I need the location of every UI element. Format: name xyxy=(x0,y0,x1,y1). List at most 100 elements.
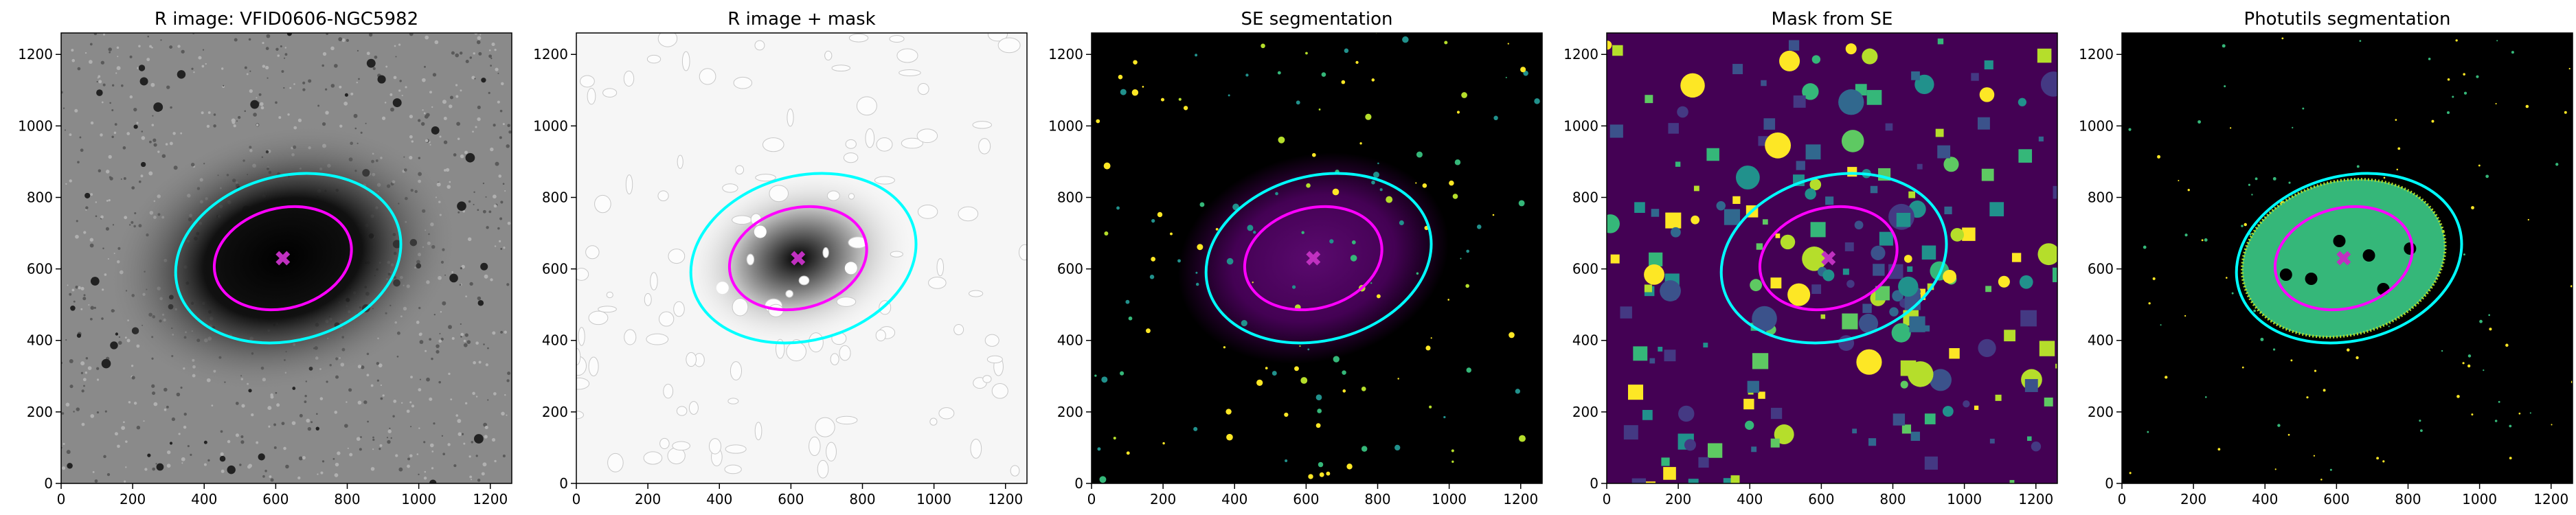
mask-circle xyxy=(1998,275,2010,288)
mask-blob xyxy=(730,361,743,380)
noise xyxy=(405,86,407,89)
noise xyxy=(89,60,93,64)
noise xyxy=(248,464,252,468)
noise xyxy=(502,183,505,185)
noise xyxy=(87,366,92,370)
mask-blob xyxy=(817,459,829,479)
noise xyxy=(335,462,339,467)
noise xyxy=(102,33,106,36)
y-tick-label: 0 xyxy=(2105,475,2114,492)
noise xyxy=(109,176,113,181)
mask-square xyxy=(1873,264,1885,276)
segment xyxy=(1183,106,1188,111)
mask-square xyxy=(1732,196,1741,204)
noise xyxy=(170,106,172,109)
mask-square xyxy=(1985,286,1992,293)
noise xyxy=(456,122,460,126)
mask-square xyxy=(1610,254,1620,264)
mask-blob xyxy=(826,190,840,201)
aperture-ellipse xyxy=(2273,205,2414,312)
axes-frame xyxy=(60,32,512,484)
noise xyxy=(455,84,458,87)
segment xyxy=(1317,409,1322,413)
noise xyxy=(455,95,459,98)
mask-square xyxy=(1651,209,1660,217)
noise xyxy=(92,471,95,473)
y-tick-label: 1000 xyxy=(533,117,568,134)
noise xyxy=(180,386,183,389)
mask-blob xyxy=(746,253,755,266)
speck xyxy=(2509,457,2512,460)
segment xyxy=(1460,258,1462,260)
mask-blob xyxy=(822,247,829,258)
mask-hole xyxy=(2279,268,2292,281)
star xyxy=(457,201,466,211)
mask-square xyxy=(1770,277,1782,289)
mask-blob xyxy=(1010,465,1020,477)
noise xyxy=(459,52,463,55)
mask-square xyxy=(1825,196,1834,205)
noise xyxy=(381,116,386,120)
speck xyxy=(2471,413,2474,416)
noise xyxy=(166,85,170,89)
noise xyxy=(432,73,437,77)
noise xyxy=(287,113,290,116)
mask-blob xyxy=(815,417,835,437)
noise xyxy=(114,432,118,436)
noise xyxy=(316,413,318,415)
speck xyxy=(2292,126,2294,129)
mask-circle xyxy=(1845,43,1857,55)
mask-square xyxy=(1770,407,1783,420)
noise xyxy=(467,237,472,242)
noise xyxy=(436,350,440,354)
noise xyxy=(118,336,121,339)
mask-blob xyxy=(839,345,851,361)
noise xyxy=(473,52,475,55)
noise xyxy=(443,116,447,120)
noise xyxy=(93,33,98,36)
noise xyxy=(488,49,491,52)
noise xyxy=(488,54,493,58)
x-tick-label: 1200 xyxy=(1503,491,1538,507)
speck xyxy=(2306,396,2309,399)
y-tick-label: 400 xyxy=(1572,332,1598,349)
mask-circle xyxy=(1858,313,1879,334)
segment xyxy=(1245,73,1249,77)
noise xyxy=(477,296,482,301)
noise xyxy=(401,95,403,97)
mask-square xyxy=(1668,123,1679,134)
noise xyxy=(62,466,66,470)
speck xyxy=(2241,366,2244,369)
segment xyxy=(1361,386,1366,391)
star xyxy=(156,463,164,471)
mask-circle xyxy=(1779,50,1800,71)
mask-square xyxy=(2018,149,2033,163)
noise xyxy=(503,247,506,249)
noise xyxy=(346,38,350,42)
star xyxy=(138,65,146,71)
mask-blob xyxy=(982,375,992,383)
noise xyxy=(429,443,434,448)
x-tick-label: 800 xyxy=(2395,491,2421,507)
segment xyxy=(1399,220,1404,225)
axes-frame xyxy=(2121,32,2573,484)
noise xyxy=(429,91,432,94)
mask-blob xyxy=(646,54,662,64)
segment xyxy=(1099,476,1107,483)
star xyxy=(465,152,475,163)
noise xyxy=(343,102,348,106)
noise xyxy=(469,282,473,286)
noise xyxy=(169,45,173,49)
star xyxy=(449,273,458,283)
noise xyxy=(506,414,508,416)
mask-blob xyxy=(708,438,722,455)
noise xyxy=(117,56,119,58)
speck xyxy=(2471,206,2474,209)
noise xyxy=(379,448,381,450)
mask-square xyxy=(1847,167,1857,177)
segment xyxy=(1371,78,1375,82)
mask-square xyxy=(1909,316,1925,332)
noise xyxy=(100,60,105,65)
mask-blob xyxy=(672,441,690,451)
noise xyxy=(469,56,473,59)
